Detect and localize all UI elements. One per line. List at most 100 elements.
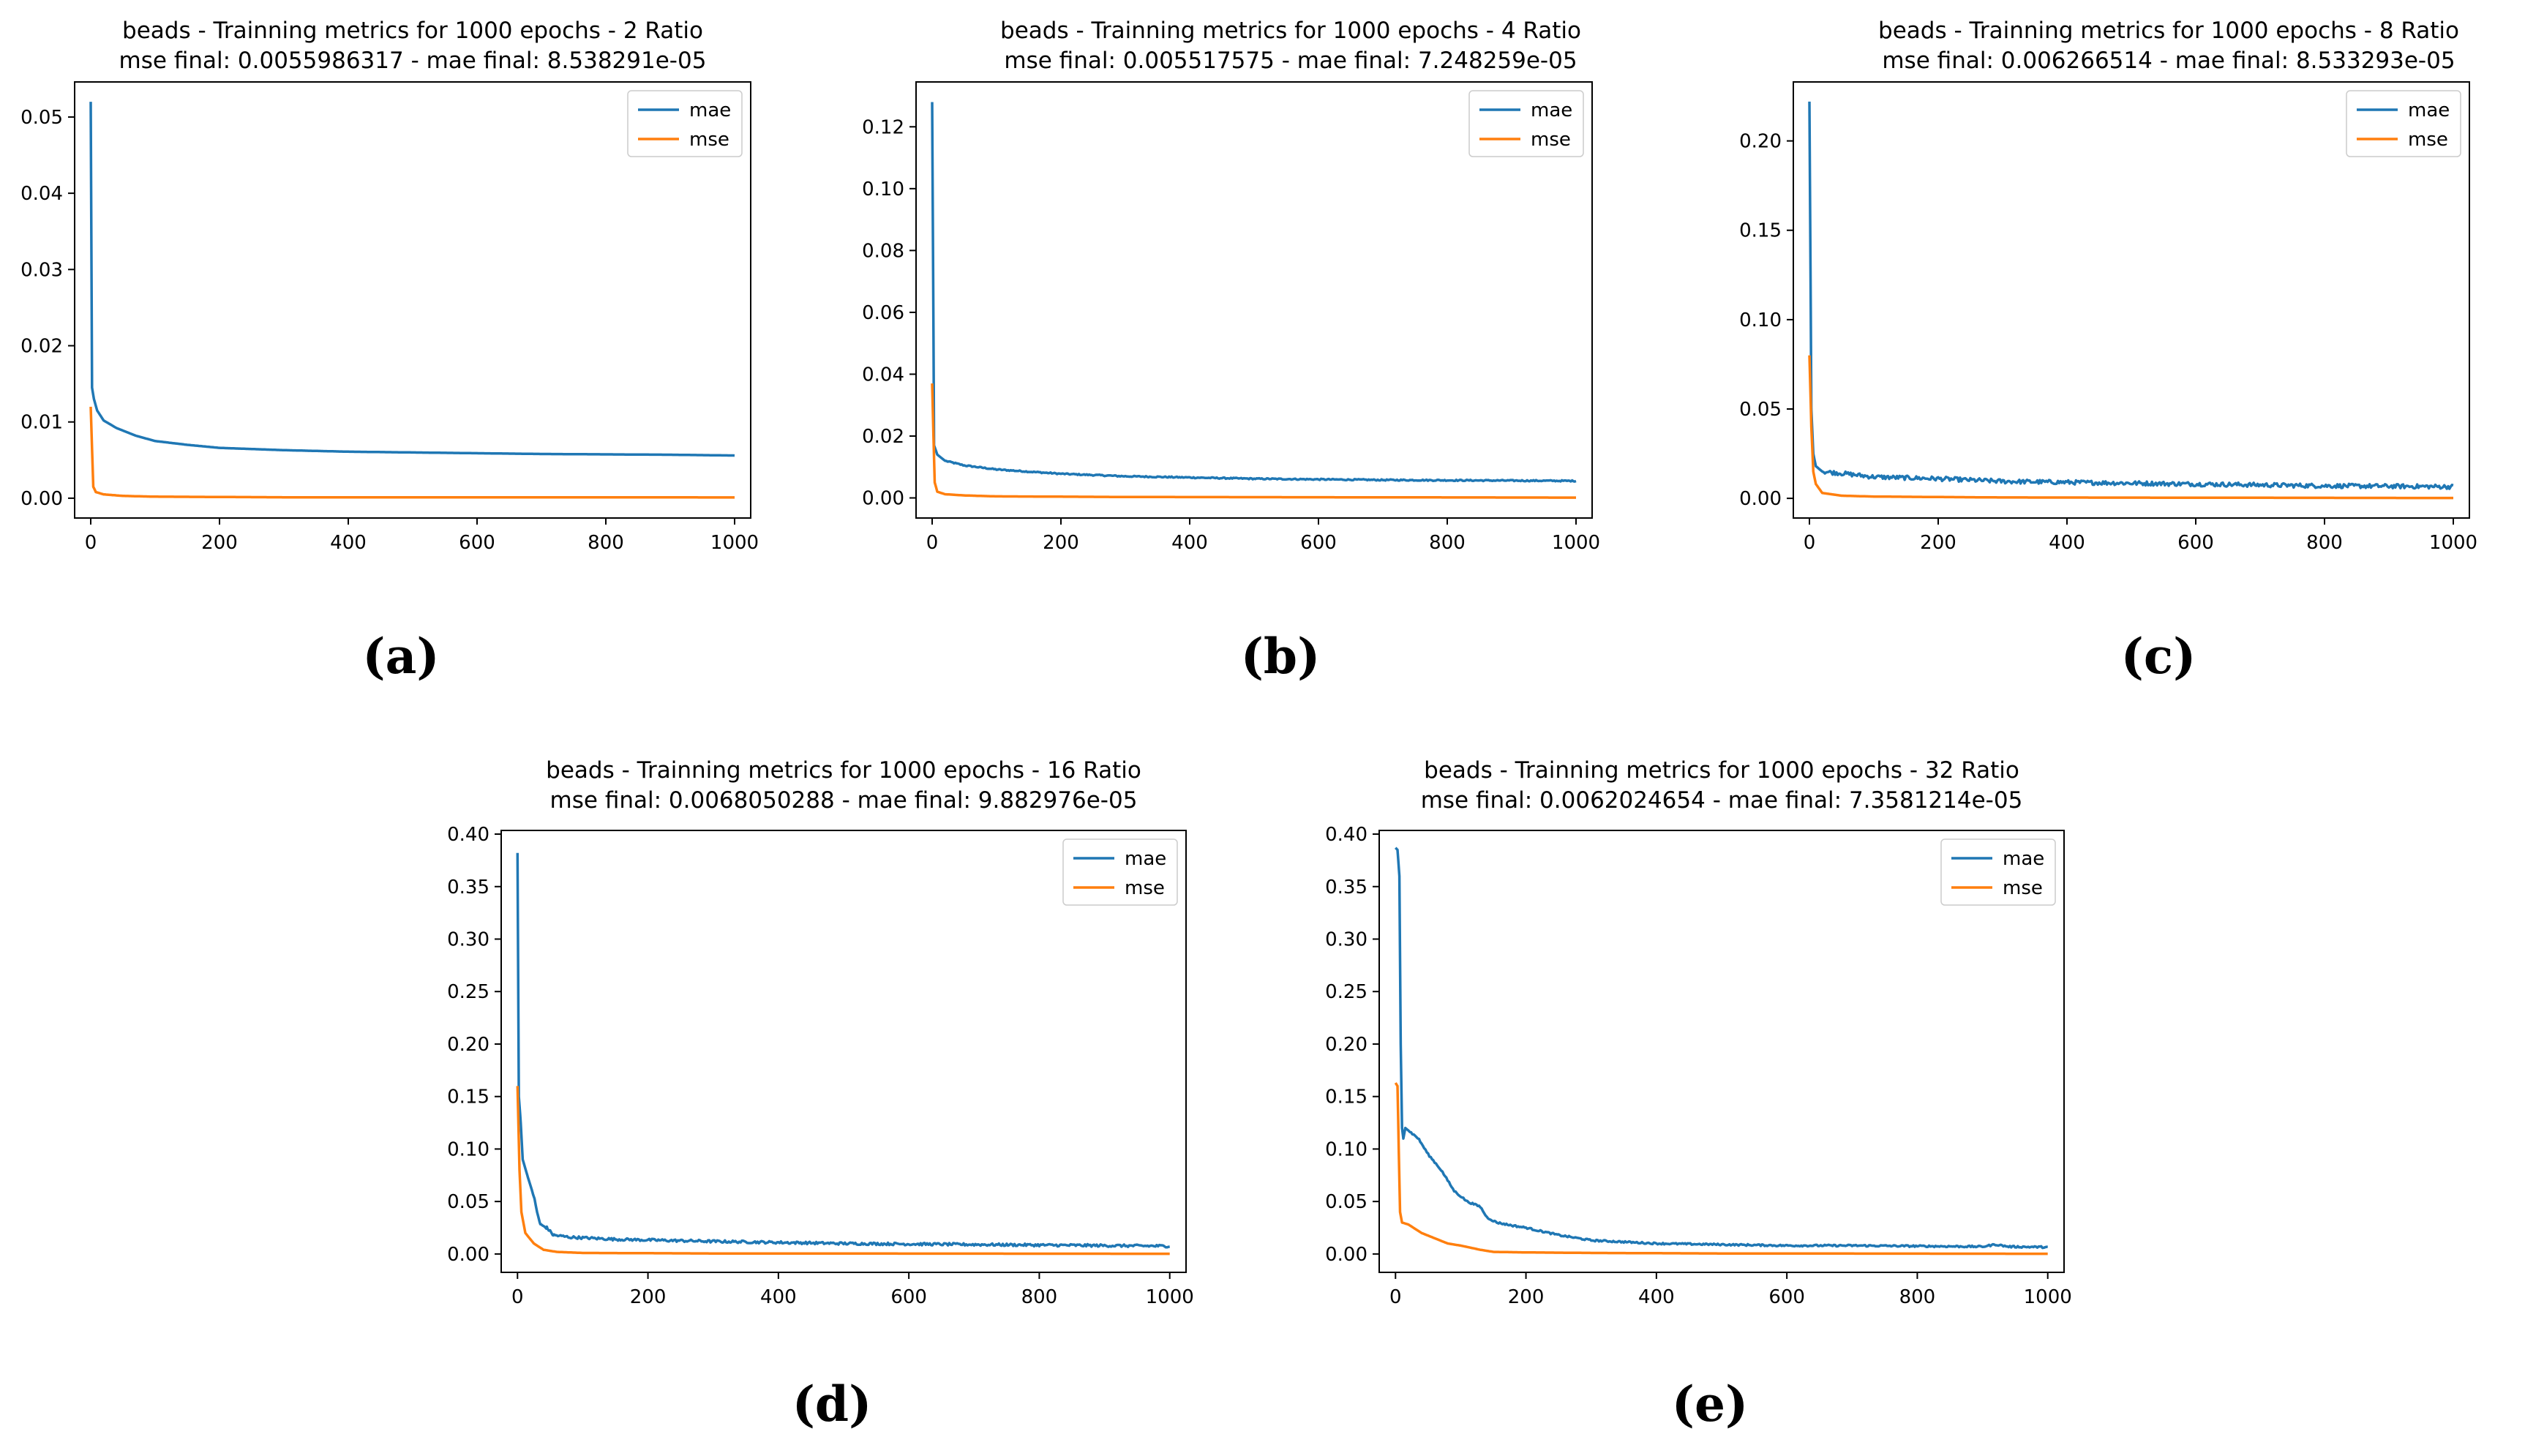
- legend-label-mse: mse: [2003, 877, 2043, 899]
- chart-b-title: beads - Trainning metrics for 1000 epoch…: [1000, 18, 1581, 44]
- y-tick-label: 0.00: [1325, 1244, 1367, 1266]
- x-tick-label: 400: [1638, 1286, 1675, 1308]
- chart-c-plot-area: 0 200 400 600 800 1000 0.00 0.05 0.10 0.15 0.20 mae…: [1739, 81, 2477, 554]
- chart-b-subtitle: mse final: 0.005517575 - mae final: 7.24…: [1004, 48, 1577, 74]
- y-tick-label: 0.30: [447, 928, 489, 950]
- y-tick-label: 0.00: [447, 1244, 489, 1266]
- caption-e: (e): [1671, 1376, 1749, 1433]
- chart-b: beads - Trainning metrics for 1000 epoch…: [841, 0, 1683, 556]
- x-tick-label: 400: [760, 1286, 797, 1308]
- x-tick-label: 0: [511, 1286, 524, 1308]
- legend-label-mae: mae: [2408, 100, 2450, 121]
- y-tick-label: 0.20: [447, 1034, 489, 1056]
- series-line-mae: [1808, 101, 2454, 490]
- x-tick-label: 800: [1429, 532, 1466, 554]
- x-tick-label: 0: [1804, 532, 1816, 554]
- y-tick-label: 0.10: [1739, 309, 1782, 331]
- x-tick-label: 800: [1021, 1286, 1058, 1308]
- series-line-mae: [1395, 847, 2048, 1250]
- x-tick-label: 600: [890, 1286, 927, 1308]
- y-tick-label: 0.35: [1325, 877, 1367, 898]
- chart-e-svg: beads - Trainning metrics for 1000 epoch…: [1325, 757, 2072, 1308]
- x-tick-label: 800: [588, 532, 624, 554]
- x-tick-label: 200: [1920, 532, 1956, 554]
- y-tick-label: 0.05: [1325, 1191, 1367, 1213]
- legend-label-mse: mse: [2408, 129, 2448, 151]
- series-line-mse: [516, 1086, 1170, 1256]
- x-tick-label: 200: [630, 1286, 667, 1308]
- series-line-mse: [931, 383, 1576, 499]
- plot-frame: [500, 830, 1187, 1273]
- x-tick-label: 200: [1508, 1286, 1545, 1308]
- y-tick-label: 0.25: [1325, 981, 1367, 1003]
- x-tick-label: 200: [201, 532, 238, 554]
- y-tick-label: 0.05: [1739, 399, 1782, 421]
- y-tick-label: 0.05: [20, 107, 63, 129]
- chart-d-plot-area: 0 200 400 600 800 1000 0.00 0.05 0.10 0.15 0.20 0.2…: [447, 824, 1194, 1308]
- x-tick-label: 1000: [2429, 532, 2477, 554]
- legend-label-mae: mae: [2003, 848, 2044, 870]
- y-tick-label: 0.15: [1325, 1087, 1367, 1108]
- chart-a-plot-area: 0 200 400 600 800 1000 0.00 0.01 0.02 0.03 0.04 0.0…: [20, 81, 759, 554]
- legend-label-mse: mse: [1125, 877, 1165, 899]
- chart-e: beads - Trainning metrics for 1000 epoch…: [1302, 746, 2151, 1310]
- legend-label-mae: mae: [1125, 848, 1166, 870]
- series-line-mae: [931, 102, 1577, 483]
- series-line-mse: [1394, 1082, 2048, 1256]
- x-tick-label: 0: [1389, 1286, 1402, 1308]
- chart-c: beads - Trainning metrics for 1000 epoch…: [1683, 0, 2525, 556]
- chart-e-subtitle: mse final: 0.0062024654 - mae final: 7.3…: [1421, 787, 2023, 814]
- y-tick-label: 0.40: [1325, 824, 1367, 846]
- chart-b-plot-area: 0 200 400 600 800 1000 0.00 0.02 0.04 0.06 0.08 0.1…: [862, 81, 1600, 554]
- series-line-mse: [1808, 355, 2453, 500]
- series-line-mse: [89, 406, 735, 499]
- y-tick-label: 0.04: [20, 183, 63, 205]
- plot-frame: [1793, 81, 2470, 519]
- chart-c-title: beads - Trainning metrics for 1000 epoch…: [1878, 18, 2459, 44]
- caption-b: (b): [1240, 628, 1321, 685]
- y-tick-label: 0.20: [1325, 1034, 1367, 1056]
- chart-b-svg: beads - Trainning metrics for 1000 epoch…: [862, 18, 1600, 554]
- series-line-mae: [516, 852, 1170, 1249]
- chart-a-subtitle: mse final: 0.0055986317 - mae final: 8.5…: [119, 48, 707, 74]
- y-tick-label: 0.03: [20, 259, 63, 281]
- x-tick-label: 400: [330, 532, 367, 554]
- y-tick-label: 0.15: [447, 1087, 489, 1108]
- y-tick-label: 0.02: [862, 426, 904, 448]
- chart-a-svg: beads - Trainning metrics for 1000 epoch…: [20, 18, 759, 554]
- x-tick-label: 1000: [1552, 532, 1600, 554]
- x-tick-label: 400: [1171, 532, 1208, 554]
- chart-e-title: beads - Trainning metrics for 1000 epoch…: [1424, 757, 2019, 784]
- y-tick-label: 0.40: [447, 824, 489, 846]
- y-tick-label: 0.01: [20, 412, 63, 434]
- x-tick-label: 800: [1899, 1286, 1936, 1308]
- x-tick-label: 600: [1768, 1286, 1805, 1308]
- chart-c-svg: beads - Trainning metrics for 1000 epoch…: [1739, 18, 2477, 554]
- y-tick-label: 0.00: [20, 488, 63, 510]
- x-tick-label: 600: [459, 532, 495, 554]
- caption-c: (c): [2120, 628, 2196, 685]
- y-tick-label: 0.20: [1739, 131, 1782, 153]
- legend-label-mse: mse: [1531, 129, 1571, 151]
- x-tick-label: 200: [1043, 532, 1079, 554]
- y-tick-label: 0.10: [862, 179, 904, 200]
- y-tick-label: 0.35: [447, 877, 489, 898]
- x-tick-label: 1000: [1146, 1286, 1194, 1308]
- plot-frame: [915, 81, 1593, 519]
- x-tick-label: 1000: [710, 532, 759, 554]
- chart-a-title: beads - Trainning metrics for 1000 epoch…: [122, 18, 703, 44]
- plot-frame: [1378, 830, 2065, 1273]
- y-tick-label: 0.02: [20, 336, 63, 358]
- x-tick-label: 400: [2049, 532, 2085, 554]
- x-tick-label: 1000: [2024, 1286, 2072, 1308]
- y-tick-label: 0.15: [1739, 220, 1782, 242]
- y-tick-label: 0.08: [862, 240, 904, 262]
- y-tick-label: 0.10: [447, 1138, 489, 1160]
- caption-a: (a): [362, 628, 440, 685]
- legend-label-mae: mae: [1531, 100, 1572, 121]
- x-tick-label: 600: [1300, 532, 1337, 554]
- x-tick-label: 600: [2177, 532, 2214, 554]
- caption-d: (d): [792, 1376, 872, 1433]
- x-tick-label: 0: [926, 532, 939, 554]
- chart-a: beads - Trainning metrics for 1000 epoch…: [0, 0, 841, 556]
